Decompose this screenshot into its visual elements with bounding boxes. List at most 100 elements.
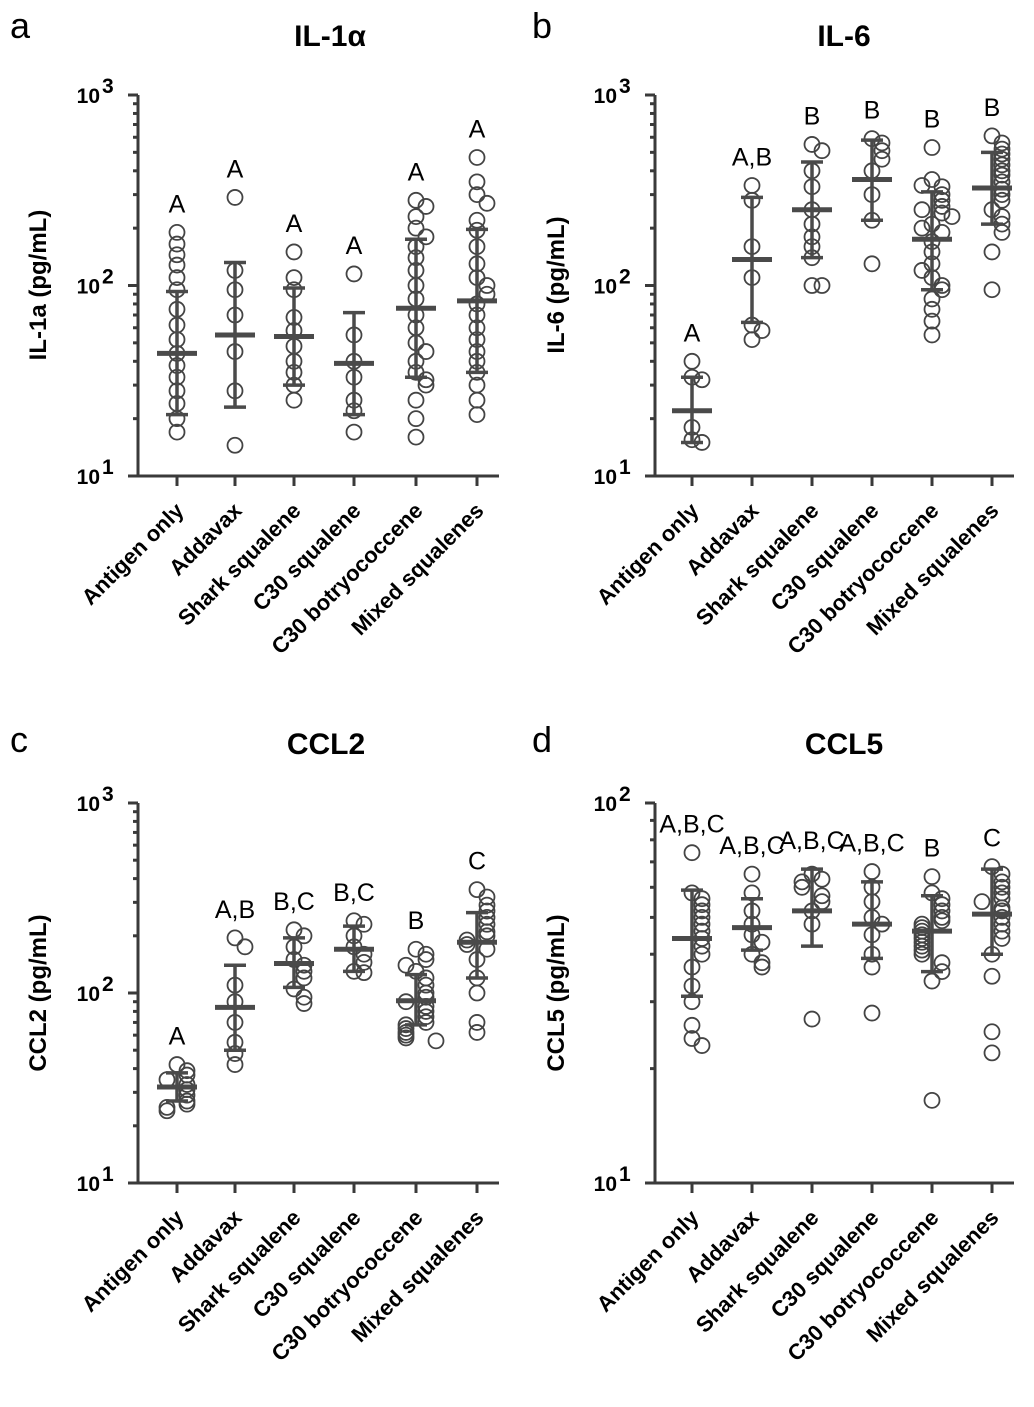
y-tick-base: 10 <box>594 1173 617 1196</box>
significance-label: A <box>169 1023 186 1051</box>
data-point <box>753 954 771 972</box>
data-point <box>913 933 931 951</box>
data-point <box>468 391 486 409</box>
data-point <box>873 150 891 168</box>
y-tick-exponent: 2 <box>102 973 114 996</box>
data-point <box>913 945 931 963</box>
data-point <box>693 1037 711 1054</box>
data-point <box>417 951 435 968</box>
y-tick-exponent: 3 <box>619 75 631 98</box>
data-point <box>913 941 931 959</box>
data-point <box>417 976 435 994</box>
y-axis-label: IL-6 (pg/mL) <box>543 216 570 353</box>
y-tick-base: 10 <box>77 1173 100 1196</box>
data-point <box>478 194 496 212</box>
data-point <box>226 436 244 454</box>
y-tick-exponent: 3 <box>102 783 114 806</box>
panel-letter: c <box>10 719 28 760</box>
significance-label: B <box>984 94 1001 122</box>
data-point <box>923 972 941 990</box>
data-point <box>468 186 486 204</box>
y-tick-label: 10 <box>77 276 100 299</box>
data-point <box>993 902 1011 920</box>
data-point <box>693 902 711 920</box>
data-point <box>478 888 496 906</box>
data-point <box>407 208 425 225</box>
y-tick-label: 10 <box>77 1173 100 1196</box>
data-point <box>933 178 951 196</box>
data-point <box>873 134 891 152</box>
data-point <box>813 142 831 160</box>
data-point <box>407 940 425 958</box>
y-tick-label: 10 <box>594 793 617 816</box>
data-point <box>168 269 186 287</box>
data-point <box>285 391 303 409</box>
data-point <box>993 878 1011 896</box>
significance-label: B <box>408 907 425 935</box>
data-point <box>468 173 486 191</box>
data-point <box>226 929 244 947</box>
data-point <box>236 938 254 956</box>
data-point <box>468 881 486 899</box>
data-point <box>295 988 313 1006</box>
data-point <box>873 142 891 160</box>
data-point <box>743 177 761 194</box>
significance-label: B <box>924 106 941 134</box>
data-point <box>168 223 186 241</box>
data-point <box>693 945 711 963</box>
data-point <box>168 423 186 441</box>
data-point <box>407 428 425 446</box>
y-tick-label: 10 <box>77 85 100 108</box>
data-point <box>407 391 425 409</box>
data-point <box>168 246 186 264</box>
panel-letter: d <box>532 719 552 760</box>
data-point <box>923 300 941 318</box>
significance-label: A <box>408 158 425 186</box>
data-point <box>417 1014 435 1031</box>
y-tick-base: 10 <box>594 793 617 816</box>
data-point <box>417 1003 435 1020</box>
data-point <box>983 1023 1001 1041</box>
significance-label: B <box>864 97 881 125</box>
data-point <box>397 1029 415 1047</box>
significance-label: A,B,C <box>839 830 904 858</box>
chart-title: IL-6 <box>817 20 870 53</box>
data-point <box>743 865 761 883</box>
data-point <box>468 406 486 424</box>
data-point <box>683 1016 701 1034</box>
significance-label: A <box>684 319 701 347</box>
data-point <box>933 890 951 908</box>
significance-label: A,B <box>215 896 255 924</box>
y-tick-exponent: 3 <box>102 75 114 98</box>
data-point <box>417 945 435 963</box>
y-tick-base: 10 <box>77 466 100 489</box>
panel-letter: b <box>532 5 552 46</box>
y-tick-label: 10 <box>594 276 617 299</box>
data-point <box>468 984 486 1002</box>
data-point <box>345 265 363 283</box>
data-point <box>468 149 486 166</box>
data-point <box>478 277 496 294</box>
y-tick-label: 10 <box>77 793 100 816</box>
x-category-label: Antigen only <box>592 1204 704 1316</box>
data-point <box>468 1024 486 1041</box>
data-point <box>983 243 1001 261</box>
data-point <box>168 256 186 274</box>
data-point <box>933 204 951 222</box>
data-point <box>285 243 303 261</box>
data-point <box>993 191 1011 209</box>
data-point <box>417 228 435 246</box>
data-point <box>933 954 951 972</box>
data-point <box>933 277 951 294</box>
data-point <box>417 198 435 215</box>
data-point <box>923 139 941 156</box>
y-tick-label: 10 <box>77 983 100 1006</box>
data-point <box>468 1014 486 1031</box>
data-point <box>993 865 1011 883</box>
data-point <box>226 1056 244 1073</box>
x-category-label: C30 squalene <box>248 1205 366 1323</box>
data-point <box>478 915 496 933</box>
data-point <box>933 198 951 215</box>
data-point <box>923 312 941 330</box>
y-axis-label: IL-1a (pg/mL) <box>25 210 52 361</box>
